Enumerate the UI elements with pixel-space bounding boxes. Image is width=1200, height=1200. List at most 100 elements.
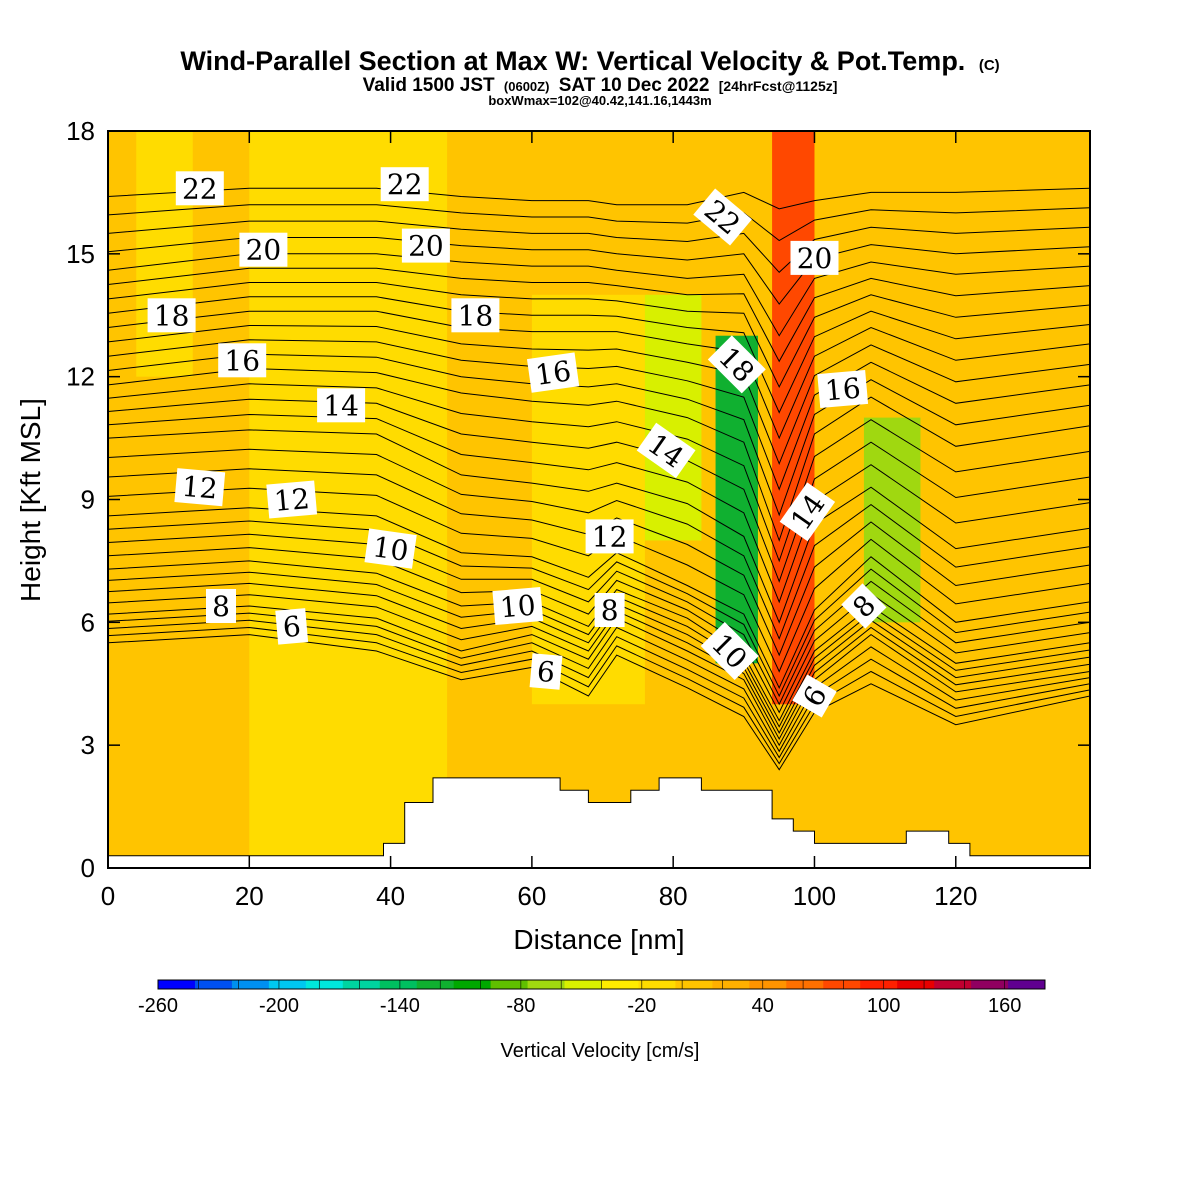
contour-label-14: 14: [636, 422, 696, 479]
chart-title: Wind-Parallel Section at Max W: Vertical…: [180, 46, 999, 76]
contour-label-text: 16: [533, 354, 573, 392]
contour-label-box: [380, 167, 429, 202]
contour-label-text: 12: [273, 482, 311, 518]
y-tick-label: 18: [66, 116, 95, 146]
contour-label-text: 12: [181, 470, 219, 506]
contour-label-text: 6: [281, 610, 302, 644]
contour-label-10: 10: [364, 528, 417, 569]
contour-label-22: 22: [175, 171, 224, 206]
chart-title-main: Wind-Parallel Section at Max W: Vertical…: [180, 46, 965, 76]
contour-label-box: [174, 468, 226, 507]
contour-label-box: [206, 589, 236, 623]
contour-label-text: 14: [323, 389, 359, 422]
y-tick-label: 3: [81, 730, 95, 760]
colorbar-swatch-11: [564, 980, 602, 989]
velocity-zone-6: [772, 131, 815, 705]
contour-label-box: [790, 240, 839, 275]
colorbar-swatch-16: [749, 980, 787, 989]
colorbar-tick-label: 40: [752, 995, 774, 1017]
contour-label-12: 12: [174, 468, 226, 507]
x-tick-label: 40: [376, 881, 405, 911]
colorbar-swatch-12: [601, 980, 639, 989]
contour-label-16: 16: [817, 369, 869, 409]
contour-label-box: [239, 232, 288, 267]
colorbar-swatch-2: [231, 980, 270, 989]
contour-label-text: 8: [601, 594, 619, 627]
contour-label-20: 20: [401, 228, 450, 263]
contour-label-box: [266, 480, 318, 519]
y-tick-label: 12: [66, 362, 95, 392]
colorbar-swatch-18: [823, 980, 861, 989]
contour-label-10: 10: [492, 586, 544, 626]
valid-time: Valid 1500 JST: [363, 75, 495, 96]
isentrope-18-minor-2: [108, 282, 1090, 389]
y-axis-label: Height [Kft MSL]: [15, 398, 46, 602]
contour-label-box: [700, 622, 759, 680]
velocity-zone-1: [136, 131, 193, 377]
x-tick-label: 120: [934, 881, 977, 911]
contour-label-18: 18: [147, 298, 196, 333]
contour-label-text: 16: [824, 372, 862, 408]
x-axis-label: Distance [nm]: [513, 924, 684, 955]
colorbar-swatch-13: [638, 980, 676, 989]
contour-label-20: 20: [790, 240, 839, 275]
contour-label-text: 8: [212, 590, 230, 623]
contour-label-text: 22: [182, 172, 218, 205]
contour-label-8: 8: [206, 589, 236, 623]
colorbar-swatch-21: [934, 980, 972, 989]
y-tick-label: 0: [81, 853, 95, 883]
contour-label-box: [594, 593, 625, 627]
contour-label-16: 16: [218, 343, 267, 378]
contour-label-box: [317, 388, 366, 423]
contour-label-text: 22: [387, 168, 423, 201]
isentrope-20-minor-3: [108, 204, 1090, 242]
contour-label-8: 8: [594, 593, 625, 627]
contour-label-text: 18: [154, 299, 190, 332]
contour-label-box: [693, 188, 752, 246]
colorbar-tick-label: 160: [988, 995, 1021, 1017]
terrain: [108, 777, 1090, 868]
x-tick-label: 60: [517, 881, 546, 911]
colorbar-tick-label: -20: [627, 995, 656, 1017]
contour-label-12: 12: [585, 519, 634, 554]
colorbar-swatch-4: [305, 980, 344, 989]
isentrope-14-minor-1: [108, 413, 1090, 604]
isentrope-12-minor-3: [108, 448, 1090, 641]
contour-label-box: [841, 583, 887, 629]
colorbar-tick-label: -140: [380, 995, 420, 1017]
colorbar-swatch-7: [416, 980, 455, 989]
y-tick-label: 6: [81, 607, 95, 637]
isentrope-22: [108, 187, 1090, 210]
colorbar-swatch-10: [527, 980, 566, 989]
velocity-zone-4: [644, 294, 702, 541]
isentrope-20-minor-2: [108, 220, 1090, 274]
isentrope-18: [108, 310, 1090, 440]
terrain-layer: [108, 777, 1090, 868]
colorbar-swatch-15: [712, 980, 750, 989]
contour-label-box: [526, 352, 580, 393]
contour-label-box: [792, 674, 837, 718]
contour-label-box: [451, 298, 500, 333]
isentrope-10: [108, 560, 1090, 722]
isentrope-12-minor-2: [108, 468, 1090, 657]
contour-label-box: [779, 482, 836, 542]
colorbar-tick-label: 100: [867, 995, 900, 1017]
colorbar-swatch-14: [675, 980, 713, 989]
isentrope-18-minor-1: [108, 296, 1090, 414]
isentrope-14-minor-2: [108, 398, 1090, 583]
colorbar: -260 -200 -140 -80 -20 40 100 160: [138, 979, 1046, 1017]
contour-label-text: 12: [592, 520, 628, 553]
contour-label-text: 18: [458, 299, 494, 332]
x-tick-label: 100: [793, 881, 836, 911]
isentrope-10-minor-3: [108, 520, 1090, 698]
colorbar-swatch-9: [490, 980, 529, 989]
contour-label-18: 18: [451, 298, 500, 333]
utc-time: (0600Z): [504, 79, 550, 94]
contour-label-12: 12: [266, 480, 318, 519]
valid-date: SAT 10 Dec 2022: [559, 75, 710, 96]
contour-label-box: [492, 586, 544, 626]
x-tick-label: 0: [101, 881, 115, 911]
